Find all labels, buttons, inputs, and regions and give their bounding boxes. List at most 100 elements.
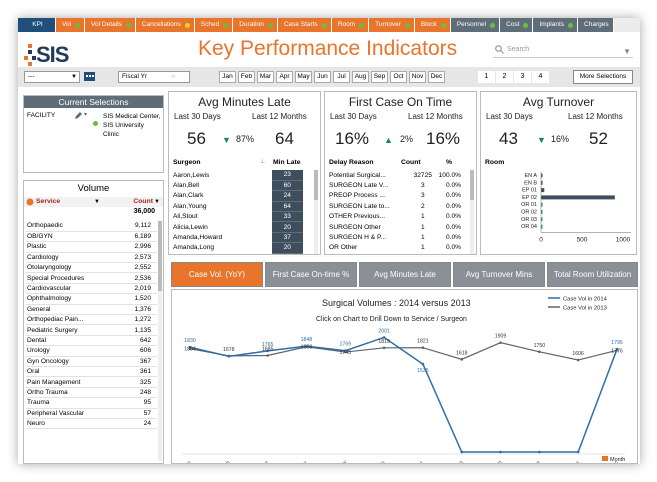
room-bar-0[interactable]: [541, 173, 543, 178]
table-row[interactable]: Orthopaedic 9,112: [26, 221, 157, 232]
kpi-button-2[interactable]: Avg Minutes Late: [359, 262, 451, 287]
chevron-down-icon[interactable]: ▾: [84, 112, 88, 118]
scrollbar[interactable]: [314, 170, 318, 254]
tab-case-starts[interactable]: Case Starts: [277, 18, 332, 32]
sort-icon[interactable]: ▼: [154, 199, 160, 205]
sort-icon[interactable]: ▼: [94, 199, 100, 205]
scrollbar-thumb[interactable]: [158, 221, 162, 291]
data-point-0-11[interactable]: [615, 347, 619, 351]
tab-cancellations[interactable]: Cancellations: [135, 18, 195, 32]
month-mar[interactable]: Mar: [257, 71, 274, 83]
data-point-1-8[interactable]: [499, 341, 502, 344]
data-point-0-8[interactable]: [499, 450, 502, 454]
surgical-volume-chart[interactable]: Surgical Volumes : 2014 versus 2013 Click…: [172, 290, 637, 464]
table-row[interactable]: Special Procedures 2,536: [26, 273, 157, 284]
tab-duration[interactable]: Duration: [233, 18, 278, 32]
tab-cost[interactable]: Cost: [500, 18, 534, 32]
col-count[interactable]: Count: [401, 159, 421, 166]
table-row[interactable]: Urology 606: [26, 346, 157, 357]
table-row[interactable]: Cardiovascular 2,019: [26, 283, 157, 294]
tab-turnover[interactable]: Turnover: [369, 18, 415, 32]
table-row[interactable]: General 1,376: [26, 304, 157, 315]
scrollbar-thumb[interactable]: [470, 170, 474, 200]
tab-personnel[interactable]: Personnel: [450, 18, 501, 32]
table-row[interactable]: Potential Surgical... 32725 100.0%: [329, 170, 469, 180]
table-row[interactable]: OB/GYN 6,189: [26, 231, 157, 242]
table-row[interactable]: OTHER Previous... 1 0.0%: [329, 212, 469, 222]
table-row[interactable]: Pain Management 325: [26, 377, 157, 388]
fiscal-year-select[interactable]: Fiscal Yr ○: [118, 71, 190, 83]
data-point-1-2[interactable]: [266, 354, 269, 357]
table-row[interactable]: Ali,Stout 33: [173, 211, 311, 223]
kpi-button-0[interactable]: Case Vol. (YoY): [171, 262, 263, 287]
tab-sched[interactable]: Sched: [194, 18, 234, 32]
more-selections-button[interactable]: More Selections: [573, 70, 633, 84]
data-point-0-0[interactable]: [188, 345, 192, 349]
facility-select[interactable]: --- ▼: [24, 71, 80, 83]
col-count[interactable]: Count: [133, 198, 153, 205]
chevron-down-icon[interactable]: ▼: [623, 47, 631, 56]
table-row[interactable]: SURGEON Late to... 2 0.0%: [329, 201, 469, 211]
col-delay-reason[interactable]: Delay Reason: [329, 159, 374, 166]
table-row[interactable]: Peripheral Vascular 57: [26, 408, 157, 419]
month-sep[interactable]: Sep: [371, 71, 388, 83]
month-dec[interactable]: Dec: [428, 71, 445, 83]
month-may[interactable]: May: [295, 71, 312, 83]
tab-kpi[interactable]: KPI: [18, 18, 56, 32]
month-aug[interactable]: Aug: [352, 71, 369, 83]
room-bar-3[interactable]: [541, 195, 615, 200]
data-point-0-1[interactable]: [227, 355, 231, 358]
table-row[interactable]: Amanda,Long 20: [173, 242, 311, 254]
series-line-0[interactable]: [189, 336, 618, 453]
tab-implants[interactable]: Implants: [533, 18, 579, 32]
data-point-0-4[interactable]: [343, 349, 347, 352]
table-row[interactable]: Cardiology 2,573: [26, 252, 157, 263]
kpi-button-1[interactable]: First Case On-time %: [265, 262, 357, 287]
room-bar-4[interactable]: [541, 202, 543, 207]
data-point-0-6[interactable]: [421, 362, 425, 366]
table-row[interactable]: SURGEON Late V... 3 0.0%: [329, 180, 469, 190]
data-point-0-9[interactable]: [538, 450, 541, 454]
table-row[interactable]: SURGEON Other 1 0.0%: [329, 222, 469, 232]
table-row[interactable]: Otolaryngology 2,552: [26, 263, 157, 273]
room-bar-5[interactable]: [541, 210, 543, 214]
kpi-button-3[interactable]: Avg Turnover Mins: [453, 262, 545, 287]
scrollbar-thumb[interactable]: [314, 170, 318, 200]
month-jan[interactable]: Jan: [219, 71, 236, 83]
table-row[interactable]: Ophthalmology 1,520: [26, 294, 157, 305]
table-row[interactable]: Trauma 95: [26, 398, 157, 409]
data-point-1-7[interactable]: [460, 358, 464, 361]
room-bar-6[interactable]: [541, 217, 543, 222]
data-point-0-10[interactable]: [576, 450, 580, 454]
table-row[interactable]: OR Other 1 0.0%: [329, 243, 469, 253]
room-bar-2[interactable]: [541, 188, 545, 193]
quarter-2[interactable]: 2: [496, 71, 513, 83]
table-row[interactable]: SURGEON H & P... 1 0.0%: [329, 232, 469, 242]
data-point-0-3[interactable]: [305, 344, 308, 348]
table-row[interactable]: Alicia,Lewin 20: [173, 221, 311, 233]
month-feb[interactable]: Feb: [238, 71, 255, 83]
month-jul[interactable]: Jul: [333, 71, 350, 83]
data-point-1-9[interactable]: [538, 350, 541, 354]
col-service[interactable]: Service: [36, 198, 61, 205]
table-row[interactable]: Plastic 2,996: [26, 242, 157, 253]
table-row[interactable]: PREOP Process ... 3 0.0%: [329, 191, 469, 201]
room-bar-7[interactable]: [541, 224, 543, 229]
data-point-0-5[interactable]: [382, 336, 386, 339]
calendar-icon[interactable]: [84, 72, 95, 81]
table-row[interactable]: Alan,Clark 24: [173, 190, 311, 202]
tab-block[interactable]: Block: [414, 18, 451, 32]
legend-label-0[interactable]: Case Vol in 2014: [563, 297, 608, 303]
tab-room[interactable]: Room: [331, 18, 370, 32]
legend-label-1[interactable]: Case Vol in 2013: [563, 306, 607, 312]
table-row[interactable]: Neuro 24: [26, 418, 157, 429]
table-row[interactable]: Aaron,Lewis 23: [173, 170, 311, 181]
table-row[interactable]: Orthopediac Pain... 1,272: [26, 315, 157, 325]
tab-vol[interactable]: Vol: [56, 18, 86, 32]
scrollbar[interactable]: [158, 221, 162, 461]
sort-icon[interactable]: ⊥: [260, 159, 266, 165]
data-point-1-6[interactable]: [421, 346, 425, 350]
tab-charges[interactable]: Charges: [578, 18, 614, 32]
table-row[interactable]: Gyn Oncology 367: [26, 356, 157, 367]
kpi-button-4[interactable]: Total Room Utilization: [547, 262, 638, 287]
